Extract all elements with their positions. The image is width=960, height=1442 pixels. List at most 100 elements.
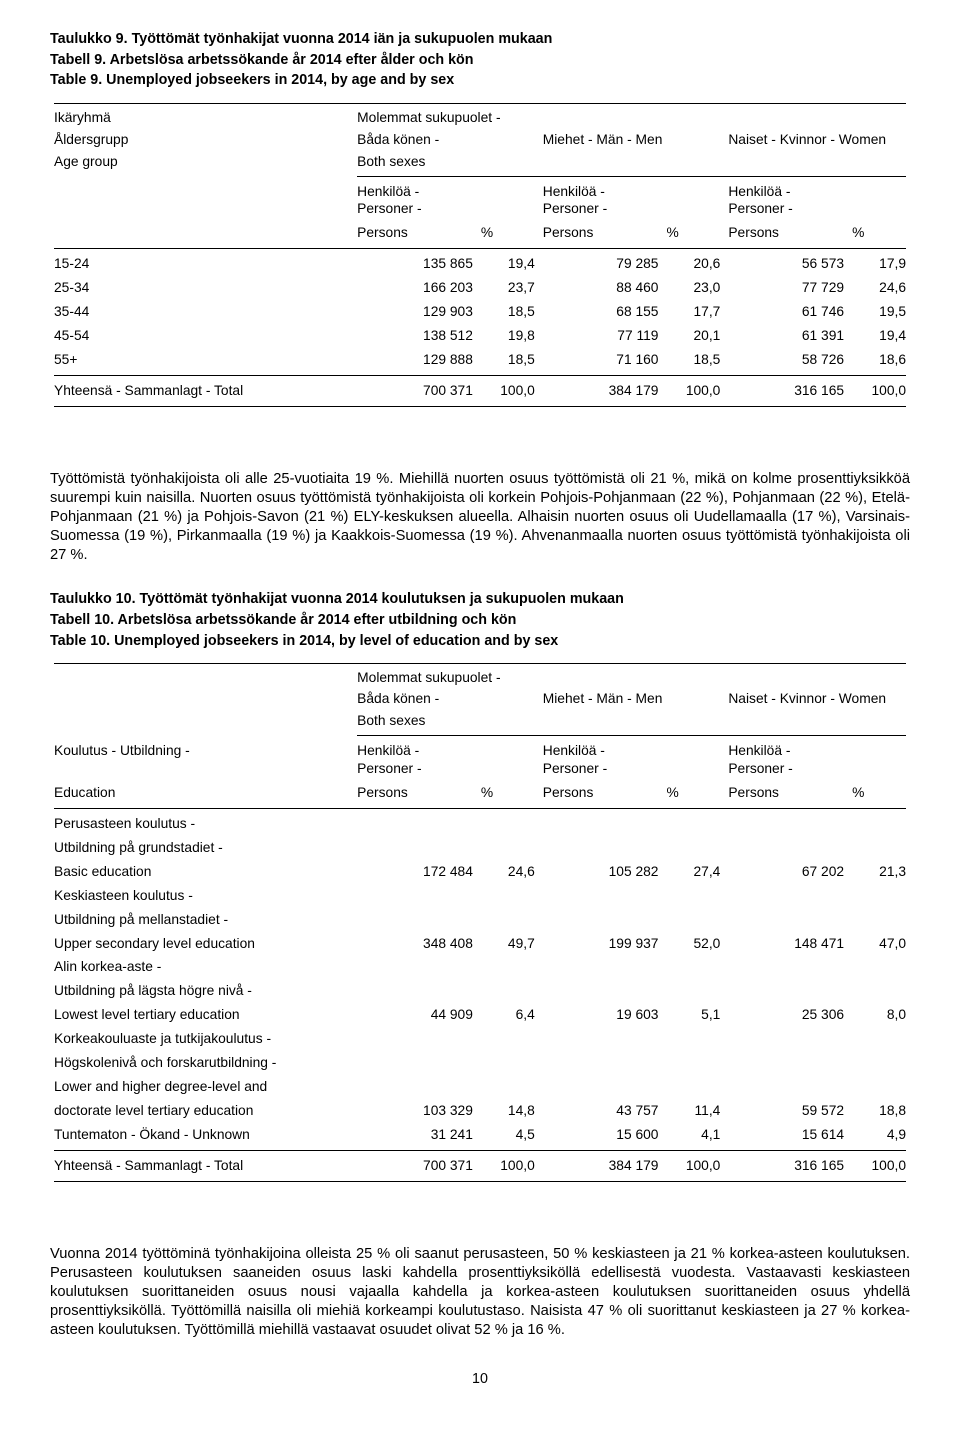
table-row: Keskiasteen koulutus -: [50, 884, 910, 908]
men-header: Miehet - Män - Men: [543, 691, 663, 706]
row-label: Alin korkea-aste -: [50, 955, 353, 979]
cell: 24,6: [848, 276, 910, 300]
table-row: Lowest level tertiary education44 9096,4…: [50, 1003, 910, 1027]
sub-persons: Henkilöä - Personer -: [543, 743, 607, 776]
sub-persons: Henkilöä - Personer -: [728, 184, 792, 217]
both-line1: Molemmat sukupuolet -: [357, 670, 500, 685]
sub-persons2: Persons: [357, 785, 408, 800]
table-row: Högskolenivå och forskarutbildning -: [50, 1051, 910, 1075]
cell: 4,9: [848, 1123, 910, 1147]
cell: 11,4: [662, 1099, 724, 1123]
cell: 25 306: [724, 1003, 848, 1027]
table-row: Utbildning på lägsta högre nivå -: [50, 979, 910, 1003]
table10: Molemmat sukupuolet - Båda könen - Miehe…: [50, 660, 910, 1185]
cell: 43 757: [539, 1099, 663, 1123]
cell: 27,4: [662, 860, 724, 884]
cell: 4,1: [662, 1123, 724, 1147]
rowheader-line2: Åldersgrupp: [50, 129, 353, 151]
table9-title-fi: Taulukko 9. Työttömät työnhakijat vuonna…: [50, 30, 910, 49]
cell: 19,4: [848, 324, 910, 348]
cell: 20,1: [662, 324, 724, 348]
cell: 58 726: [724, 348, 848, 372]
paragraph-1: Työttömistä työnhakijoista oli alle 25-v…: [50, 470, 910, 566]
sub-persons2: Persons: [728, 785, 779, 800]
row-label: 35-44: [50, 300, 353, 324]
row-label: Upper secondary level education: [50, 932, 353, 956]
table9-title-sv: Tabell 9. Arbetslösa arbetssökande år 20…: [50, 51, 910, 70]
both-line1: Molemmat sukupuolet -: [357, 110, 500, 125]
cell: 19,4: [477, 252, 539, 276]
page-number: 10: [50, 1370, 910, 1389]
sub-persons: Henkilöä - Personer -: [357, 184, 421, 217]
table-row: Basic education172 48424,6105 28227,467 …: [50, 860, 910, 884]
cell: 100,0: [662, 1154, 724, 1178]
table10-title-fi: Taulukko 10. Työttömät työnhakijat vuonn…: [50, 590, 910, 609]
row-label: Tuntematon - Ökand - Unknown: [50, 1123, 353, 1147]
cell: 100,0: [848, 1154, 910, 1178]
both-line2: Båda könen -: [357, 691, 439, 706]
row-label: doctorate level tertiary education: [50, 1099, 353, 1123]
t10-rowheader-2: Education: [54, 785, 115, 800]
cell: 68 155: [539, 300, 663, 324]
both-line3: Both sexes: [357, 713, 425, 728]
row-label: Basic education: [50, 860, 353, 884]
rowheader-line3: Age group: [50, 151, 353, 173]
row-label: Korkeakouluaste ja tutkijakoulutus -: [50, 1027, 353, 1051]
cell: 77 729: [724, 276, 848, 300]
sub-persons2: Persons: [728, 225, 779, 240]
cell: 49,7: [477, 932, 539, 956]
cell: 384 179: [539, 1154, 663, 1178]
cell: 88 460: [539, 276, 663, 300]
sub-persons2: Persons: [543, 225, 594, 240]
sub-pct: %: [852, 225, 864, 240]
cell: 100,0: [477, 379, 539, 403]
cell: 19 603: [539, 1003, 663, 1027]
table9-title-en: Table 9. Unemployed jobseekers in 2014, …: [50, 71, 910, 90]
cell: 15 614: [724, 1123, 848, 1147]
women-header: Naiset - Kvinnor - Women: [728, 132, 886, 147]
table-row: Perusasteen koulutus -: [50, 812, 910, 836]
cell: 100,0: [477, 1154, 539, 1178]
table-row: Lower and higher degree-level and: [50, 1075, 910, 1099]
cell: 199 937: [539, 932, 663, 956]
table-row: Alin korkea-aste -: [50, 955, 910, 979]
table10-total-row: Yhteensä - Sammanlagt - Total 700 371 10…: [50, 1154, 910, 1178]
cell: 31 241: [353, 1123, 477, 1147]
cell: 348 408: [353, 932, 477, 956]
cell: 700 371: [353, 379, 477, 403]
cell: 100,0: [848, 379, 910, 403]
both-line3: Both sexes: [357, 154, 425, 169]
cell: 56 573: [724, 252, 848, 276]
cell: 138 512: [353, 324, 477, 348]
row-label: 15-24: [50, 252, 353, 276]
cell: 71 160: [539, 348, 663, 372]
cell: 17,7: [662, 300, 724, 324]
cell: 15 600: [539, 1123, 663, 1147]
cell: 148 471: [724, 932, 848, 956]
table9: Ikäryhmä Molemmat sukupuolet - Åldersgru…: [50, 100, 910, 410]
cell: 20,6: [662, 252, 724, 276]
cell: 18,6: [848, 348, 910, 372]
cell: 316 165: [724, 1154, 848, 1178]
row-label: Utbildning på lägsta högre nivå -: [50, 979, 353, 1003]
cell: 24,6: [477, 860, 539, 884]
table-row: doctorate level tertiary education103 32…: [50, 1099, 910, 1123]
cell: 61 746: [724, 300, 848, 324]
cell: 100,0: [662, 379, 724, 403]
men-header: Miehet - Män - Men: [543, 132, 663, 147]
cell: 5,1: [662, 1003, 724, 1027]
cell: 4,5: [477, 1123, 539, 1147]
sub-pct: %: [481, 785, 493, 800]
rowheader-line1: Ikäryhmä: [50, 107, 353, 129]
table-row: Korkeakouluaste ja tutkijakoulutus -: [50, 1027, 910, 1051]
table-row: 25-34166 20323,788 46023,077 72924,6: [50, 276, 910, 300]
row-label: Lower and higher degree-level and: [50, 1075, 353, 1099]
both-line2: Båda könen -: [357, 132, 439, 147]
table10-title-en: Table 10. Unemployed jobseekers in 2014,…: [50, 632, 910, 651]
cell: 52,0: [662, 932, 724, 956]
cell: 8,0: [848, 1003, 910, 1027]
table-row: Utbildning på mellanstadiet -: [50, 908, 910, 932]
sub-pct: %: [481, 225, 493, 240]
t10-rowheader-1: Koulutus - Utbildning -: [54, 743, 190, 758]
cell: 14,8: [477, 1099, 539, 1123]
